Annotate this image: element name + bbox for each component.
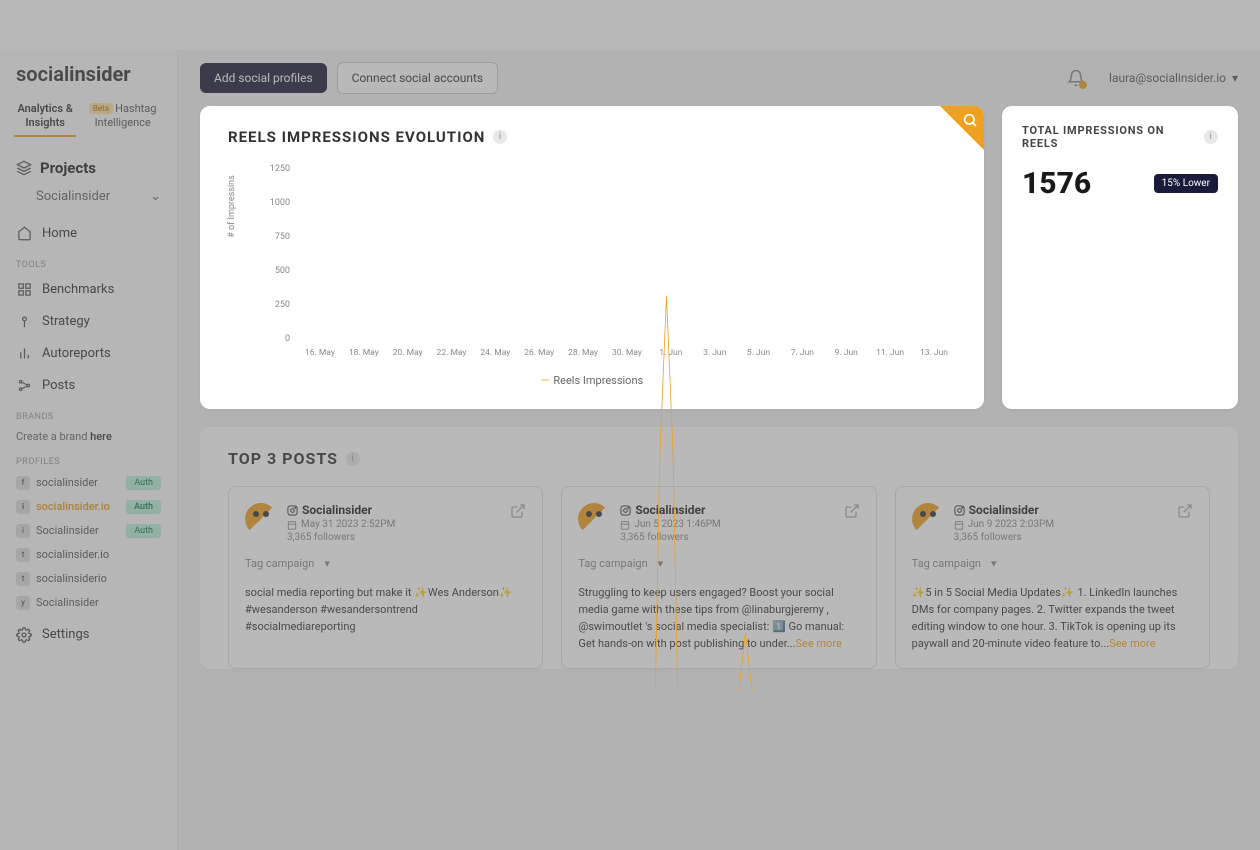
strategy-icon <box>16 314 32 330</box>
external-link-icon[interactable] <box>1177 503 1193 543</box>
profile-name: socialinsiderio <box>36 572 107 585</box>
main: Add social profiles Connect social accou… <box>178 50 1260 850</box>
post-followers: 3,365 followers <box>954 532 1167 543</box>
bar-chart-icon <box>16 346 32 362</box>
profile-row[interactable]: t socialinsider.io <box>0 543 177 567</box>
notifications-icon[interactable] <box>1067 69 1085 87</box>
profile-name: socialinsider.io <box>36 500 110 513</box>
platform-icon: i <box>16 524 30 538</box>
profile-row[interactable]: y Socialinsider <box>0 591 177 615</box>
profile-name: Socialinsider <box>36 524 99 537</box>
user-menu[interactable]: laura@socialinsider.io▾ <box>1109 71 1238 85</box>
calendar-icon <box>287 520 297 530</box>
platform-icon: t <box>16 548 30 562</box>
tools-label: TOOLS <box>0 250 177 274</box>
projects-header: Projects <box>0 149 177 183</box>
stat-badge: 15% Lower <box>1154 174 1218 193</box>
auth-badge: Auth <box>126 500 161 514</box>
grid-icon <box>16 282 32 298</box>
connect-accounts-button[interactable]: Connect social accounts <box>337 62 498 94</box>
y-axis-label: # of Impressins <box>227 175 237 238</box>
post-date: Jun 9 2023 2:03PM <box>954 519 1167 530</box>
gear-icon <box>16 627 32 643</box>
stat-card: TOTAL IMPRESSIONS ON REELS i 1576 15% Lo… <box>1002 106 1238 409</box>
x-axis-ticks: 16. May18. May20. May22. May24. May26. M… <box>298 348 956 364</box>
profile-name: socialinsider <box>36 476 98 489</box>
add-profiles-button[interactable]: Add social profiles <box>200 63 327 93</box>
nav-posts[interactable]: Posts <box>0 370 177 402</box>
y-axis-ticks: 125010007505002500 <box>256 164 296 344</box>
logo: socialinsider <box>0 62 177 102</box>
chevron-down-icon: ⌄ <box>150 189 161 204</box>
chart-card: REELS IMPRESSIONS EVOLUTION i # of Impre… <box>200 106 984 409</box>
search-icon <box>962 112 978 128</box>
brands-label: BRANDS <box>0 402 177 426</box>
project-selector[interactable]: Socialinsider ⌄ <box>0 183 177 218</box>
stack-icon <box>16 160 32 176</box>
profiles-label: PROFILES <box>0 447 177 471</box>
platform-icon: f <box>16 476 30 490</box>
auth-badge: Auth <box>126 476 161 490</box>
platform-icon: i <box>16 500 30 514</box>
nav-benchmarks[interactable]: Benchmarks <box>0 274 177 306</box>
sidebar: socialinsider Analytics & Insights BetaH… <box>0 50 178 850</box>
caret-down-icon: ▾ <box>1232 71 1238 85</box>
post-author[interactable]: Socialinsider <box>954 503 1167 517</box>
nav-strategy[interactable]: Strategy <box>0 306 177 338</box>
info-icon[interactable]: i <box>493 130 507 144</box>
home-icon <box>16 226 32 242</box>
profile-row[interactable]: t socialinsiderio <box>0 567 177 591</box>
profile-row[interactable]: f socialinsider Auth <box>0 471 177 495</box>
nav-settings[interactable]: Settings <box>0 619 177 651</box>
see-more-link[interactable]: See more <box>1109 637 1155 650</box>
chart-title: REELS IMPRESSIONS EVOLUTION i <box>228 128 956 146</box>
stat-title: TOTAL IMPRESSIONS ON REELS i <box>1022 124 1218 150</box>
nav-autoreports[interactable]: Autoreports <box>0 338 177 370</box>
stat-value: 1576 <box>1022 166 1091 201</box>
avatar <box>245 503 277 535</box>
tab-hashtag[interactable]: BetaHashtag Intelligence <box>82 102 163 137</box>
profile-row[interactable]: i socialinsider.io Auth <box>0 495 177 519</box>
topbar: Add social profiles Connect social accou… <box>178 50 1260 106</box>
platform-icon: y <box>16 596 30 610</box>
info-icon[interactable]: i <box>1204 130 1218 144</box>
nav-home[interactable]: Home <box>0 218 177 250</box>
chart-plot <box>298 164 956 691</box>
caret-down-icon: ▾ <box>991 557 997 570</box>
posts-icon <box>16 378 32 394</box>
profile-name: Socialinsider <box>36 596 99 609</box>
sidebar-tabs: Analytics & Insights BetaHashtag Intelli… <box>0 102 177 149</box>
profile-name: socialinsider.io <box>36 548 109 561</box>
auth-badge: Auth <box>126 524 161 538</box>
tab-analytics[interactable]: Analytics & Insights <box>14 102 76 137</box>
platform-icon: t <box>16 572 30 586</box>
instagram-icon <box>287 505 298 516</box>
create-brand-link[interactable]: Create a brand here <box>0 426 177 447</box>
profile-row[interactable]: i Socialinsider Auth <box>0 519 177 543</box>
